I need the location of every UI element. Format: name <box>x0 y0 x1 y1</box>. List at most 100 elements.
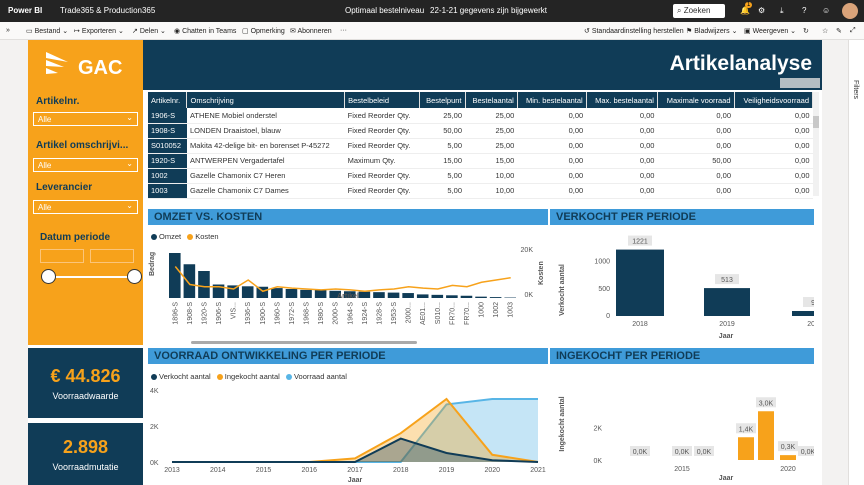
omzet-chart[interactable]: Bedrag 1896-S 1908-S 1920-S 1906-S VIS... 1936… <box>148 240 548 348</box>
view-menu[interactable]: ▣ Weergeven ⌄ <box>744 28 797 35</box>
refresh-icon[interactable]: ↻ <box>803 28 809 35</box>
search-icon: ⌕ <box>677 6 684 15</box>
x-tick-label: 1953-S <box>391 302 398 325</box>
date-start-input[interactable] <box>40 249 84 263</box>
column-header[interactable]: Veiligheidsvoorraad <box>734 92 814 108</box>
date-slider-start-handle[interactable] <box>41 269 56 284</box>
table-cell: 1002 <box>148 168 187 184</box>
leverancier-label: Leverancier <box>36 182 93 193</box>
comment-button[interactable]: ▢ Opmerking <box>242 28 285 35</box>
column-header[interactable]: Artikelnr. <box>148 92 188 108</box>
visual-header-icons[interactable] <box>780 78 820 88</box>
ingekocht-chart[interactable]: Ingekocht aantal 2K 0K 0,0K 0,0K 0,0K 1,4K 3,0K… <box>550 368 814 485</box>
fullscreen-icon[interactable]: ⤢ <box>850 27 856 34</box>
y-tick-label: 1000 <box>594 259 610 266</box>
area-1 <box>172 399 538 462</box>
table-cell: 1920-S <box>148 153 187 169</box>
logo: GAC <box>28 40 143 90</box>
teams-button[interactable]: ◉ Chatten in Teams <box>174 28 237 35</box>
bar <box>256 286 269 298</box>
column-header[interactable]: Min. bestelaantal <box>517 92 587 108</box>
series-line <box>172 437 539 463</box>
chart-scrollbar[interactable] <box>191 341 417 344</box>
x-tick-label: 1002 <box>493 302 500 318</box>
notification-badge: 1 <box>745 2 753 8</box>
x-tick-label: 1908-S <box>187 302 194 325</box>
omschrijving-dropdown[interactable]: Alle ⌄ <box>33 158 138 172</box>
notifications-icon[interactable]: 🔔 <box>740 6 750 15</box>
column-header[interactable]: Max. bestelaantal <box>586 92 658 108</box>
table-row[interactable]: 1003 Gazelle Chamonix C7 Dames Fixed Reord… <box>148 183 813 199</box>
chevron-down-icon: ⌄ <box>126 159 133 168</box>
bar <box>758 411 774 460</box>
table-cell: 0,00 <box>734 168 813 184</box>
date-slider-track[interactable] <box>48 276 134 278</box>
table-cell: Makita 42-delige bit- en borenset P-4527… <box>186 138 345 154</box>
data-label: 513 <box>721 277 733 284</box>
bookmarks-menu[interactable]: ⚑ Bladwijzers ⌄ <box>686 28 738 35</box>
bar <box>780 455 796 460</box>
table-scrollbar[interactable] <box>813 92 819 196</box>
column-header[interactable]: Bestelaantal <box>465 92 518 108</box>
workspace-name[interactable]: Trade365 & Production365 <box>60 6 156 15</box>
help-icon[interactable]: ? <box>802 6 807 15</box>
table-cell: 0,00 <box>517 108 587 124</box>
download-icon[interactable]: ⤓ <box>780 6 784 15</box>
x-tick-label: FR70... <box>449 302 456 325</box>
column-header[interactable]: Bestelpunt <box>419 92 466 108</box>
kpi-voorraadmutatie: 2.898 Voorraadmutatie <box>28 423 143 485</box>
artikelnr-dropdown[interactable]: Alle ⌄ <box>33 112 138 126</box>
data-label: 1,4K <box>739 426 754 433</box>
settings-icon[interactable]: ⚙ <box>758 6 766 15</box>
table-cell: 0,00 <box>734 138 813 154</box>
table-row[interactable]: 1920-S ANTWERPEN Vergadertafel Maximum Qty… <box>148 153 813 169</box>
x-tick-label: 2013 <box>164 467 180 474</box>
y2-tick-label: 20K <box>521 247 534 254</box>
reset-button[interactable]: ↺ Standaardinstelling herstellen <box>584 28 684 35</box>
column-header[interactable]: Omschrijving <box>186 92 346 108</box>
table-cell: 0,00 <box>517 123 587 139</box>
data-label-bg <box>778 441 798 452</box>
slicer-panel <box>28 40 143 345</box>
date-end-input[interactable] <box>90 249 134 263</box>
subscribe-button[interactable]: ✉ Abonneren <box>290 28 332 35</box>
title-bar: Power BI Trade365 & Production365 Optima… <box>0 0 864 22</box>
table-row[interactable]: 1002 Gazelle Chamonix C7 Heren Fixed Reord… <box>148 168 813 184</box>
filters-label: Filters <box>852 80 859 100</box>
legend-item: Ingekocht aantal <box>224 372 280 381</box>
date-slider-end-handle[interactable] <box>127 269 142 284</box>
column-header[interactable]: Maximale voorraad <box>657 92 735 108</box>
y-tick-label: 2K <box>593 426 602 433</box>
avatar[interactable] <box>842 3 858 19</box>
table-row[interactable]: S010052 Makita 42-delige bit- en borenset… <box>148 138 813 154</box>
table-cell: Fixed Reorder Qty. <box>344 108 420 124</box>
file-menu[interactable]: ▭ Bestand ⌄ <box>26 28 69 35</box>
bar <box>300 289 312 298</box>
x-axis-label: Artikel <box>337 293 359 300</box>
table-cell: 0,00 <box>586 168 658 184</box>
kpi-value: 2.898 <box>62 437 109 457</box>
refresh-status[interactable]: 22-1-21 gegevens zijn bijgewerkt <box>430 6 547 15</box>
share-button[interactable]: ↗ Delen ⌄ <box>132 28 166 35</box>
filters-pane[interactable]: Filters <box>848 40 864 485</box>
x-tick-label: 1924-S <box>362 302 369 325</box>
bar <box>198 271 210 298</box>
voorraad-chart[interactable]: 4K 2K 0K 2013 2014 2015 2016 2017 2018 2019 2020 20… <box>148 380 548 485</box>
omzet-legend: Omzet Kosten <box>151 232 219 241</box>
table-row[interactable]: 1906-S ATHENE Mobiel onderstel Fixed Reord… <box>148 108 813 124</box>
edit-icon[interactable]: ✎ <box>836 28 842 35</box>
search-box[interactable]: ⌕ Zoeken <box>673 4 725 18</box>
table-row[interactable]: 1908-S LONDEN Draaistoel, blauw Fixed Reor… <box>148 123 813 139</box>
column-header[interactable]: Bestelbeleid <box>344 92 420 108</box>
report-name[interactable]: Optimaal bestelniveau <box>345 6 425 15</box>
more-options-icon[interactable]: ··· <box>340 27 347 34</box>
table-cell: S010052 <box>148 138 187 154</box>
export-menu[interactable]: ↦ Exporteren ⌄ <box>74 28 124 35</box>
expand-nav-icon[interactable]: » <box>6 27 10 34</box>
verkocht-chart[interactable]: Verkocht aantal 1000 500 0 1221 2018 513 2019 9 2… <box>550 228 814 344</box>
favorite-icon[interactable]: ☆ <box>822 28 829 35</box>
table-cell: 0,00 <box>517 153 587 169</box>
feedback-icon[interactable]: ☺ <box>822 6 831 15</box>
x-tick-label: 2019 <box>719 321 735 328</box>
leverancier-dropdown[interactable]: Alle ⌄ <box>33 200 138 214</box>
